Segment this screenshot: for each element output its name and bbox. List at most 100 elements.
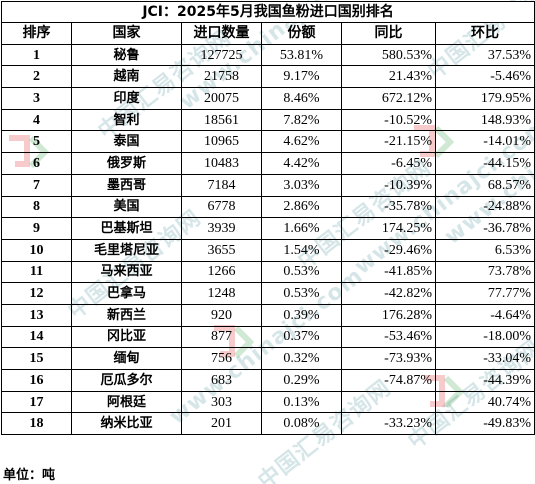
quantity-cell: 21758	[181, 65, 262, 89]
country-cell: 秘鲁	[71, 43, 182, 67]
mom-cell: -36.78%	[434, 217, 535, 240]
quantity-cell: 3655	[181, 238, 262, 262]
rank-cell: 11	[1, 260, 72, 284]
table-row: 18 纳米比亚 201 0.08% -33.23% -49.83%	[1, 412, 535, 436]
mom-cell: -14.01%	[434, 130, 535, 154]
quantity-cell: 877	[181, 325, 262, 349]
quantity-cell: 127725	[181, 43, 262, 67]
rank-cell: 2	[1, 65, 72, 89]
table-row: 14 冈比亚 877 0.37% -53.46% -18.00%	[1, 325, 535, 349]
mom-cell: 40.74%	[434, 390, 535, 414]
rank-cell: 3	[1, 87, 72, 110]
share-cell: 0.39%	[261, 303, 342, 327]
header-mom: 环比	[434, 22, 535, 45]
rank-cell: 17	[1, 390, 72, 414]
country-cell: 墨西哥	[71, 173, 182, 197]
table-row: 15 缅甸 756 0.32% -73.93% -33.04%	[1, 347, 535, 370]
mom-cell: -5.46%	[434, 65, 535, 89]
header-share: 份额	[261, 22, 342, 45]
rank-cell: 5	[1, 130, 72, 154]
rank-cell: 15	[1, 347, 72, 370]
share-cell: 0.32%	[261, 347, 342, 370]
country-cell: 冈比亚	[71, 325, 182, 349]
share-cell: 3.03%	[261, 173, 342, 197]
mom-cell: 68.57%	[434, 173, 535, 197]
table-row: 10 毛里塔尼亚 3655 1.54% -29.46% 6.53%	[1, 238, 535, 262]
yoy-cell: 174.25%	[341, 217, 436, 240]
mom-cell: -49.83%	[434, 412, 535, 436]
mom-cell: -4.64%	[434, 303, 535, 327]
yoy-cell: -21.15%	[341, 130, 436, 154]
quantity-cell: 303	[181, 390, 262, 414]
rank-cell: 8	[1, 195, 72, 219]
share-cell: 7.82%	[261, 108, 342, 132]
share-cell: 0.53%	[261, 282, 342, 305]
share-cell: 4.62%	[261, 130, 342, 154]
country-cell: 毛里塔尼亚	[71, 238, 182, 262]
yoy-cell: 176.28%	[341, 303, 436, 327]
share-cell: 0.29%	[261, 369, 342, 392]
quantity-cell: 20075	[181, 87, 262, 110]
table-row: 3 印度 20075 8.46% 672.12% 179.95%	[1, 87, 535, 110]
table-row: 7 墨西哥 7184 3.03% -10.39% 68.57%	[1, 173, 535, 197]
country-cell: 泰国	[71, 130, 182, 154]
table-row: 17 阿根廷 303 0.13% 40.74%	[1, 390, 535, 414]
share-cell: 53.81%	[261, 43, 342, 67]
share-cell: 0.13%	[261, 390, 342, 414]
country-cell: 厄瓜多尔	[71, 369, 182, 392]
rank-cell: 1	[1, 43, 72, 67]
rank-cell: 12	[1, 282, 72, 305]
country-cell: 巴基斯坦	[71, 217, 182, 240]
table-row: 9 巴基斯坦 3939 1.66% 174.25% -36.78%	[1, 217, 535, 240]
table-body: 1 秘鲁 127725 53.81% 580.53% 37.53% 2 越南 21758 9.17…	[1, 43, 535, 436]
yoy-cell: -10.52%	[341, 108, 436, 132]
header-country: 国家	[71, 22, 182, 45]
unit-label: 单位：吨	[3, 468, 56, 483]
table-row: 1 秘鲁 127725 53.81% 580.53% 37.53%	[1, 43, 535, 67]
table-row: 11 马来西亚 1266 0.53% -41.85% 73.78%	[1, 260, 535, 284]
yoy-cell: -29.46%	[341, 238, 436, 262]
quantity-cell: 1266	[181, 260, 262, 284]
quantity-cell: 10965	[181, 130, 262, 154]
rank-cell: 7	[1, 173, 72, 197]
share-cell: 8.46%	[261, 87, 342, 110]
rank-cell: 6	[1, 152, 72, 175]
rank-cell: 16	[1, 369, 72, 392]
header-rank: 排序	[1, 22, 72, 45]
yoy-cell: -42.82%	[341, 282, 436, 305]
country-cell: 缅甸	[71, 347, 182, 370]
share-cell: 0.37%	[261, 325, 342, 349]
yoy-cell	[341, 390, 436, 414]
table-title: JCI：2025年5月我国鱼粉进口国别排名	[0, 1, 535, 23]
quantity-cell: 683	[181, 369, 262, 392]
yoy-cell: 672.12%	[341, 87, 436, 110]
quantity-cell: 18561	[181, 108, 262, 132]
country-cell: 印度	[71, 87, 182, 110]
table-row: 4 智利 18561 7.82% -10.52% 148.93%	[1, 108, 535, 132]
country-cell: 越南	[71, 65, 182, 89]
table-row: 8 美国 6778 2.86% -35.78% -24.88%	[1, 195, 535, 219]
mom-cell: -44.39%	[434, 369, 535, 392]
rank-cell: 4	[1, 108, 72, 132]
quantity-cell: 3939	[181, 217, 262, 240]
quantity-cell: 1248	[181, 282, 262, 305]
yoy-cell: 580.53%	[341, 43, 436, 67]
quantity-cell: 6778	[181, 195, 262, 219]
country-cell: 马来西亚	[71, 260, 182, 284]
yoy-cell: -41.85%	[341, 260, 436, 284]
yoy-cell: -33.23%	[341, 412, 436, 436]
mom-cell: -18.00%	[434, 325, 535, 349]
quantity-cell: 201	[181, 412, 262, 436]
table-row: 13 新西兰 920 0.39% 176.28% -4.64%	[1, 303, 535, 327]
mom-cell: 148.93%	[434, 108, 535, 132]
share-cell: 9.17%	[261, 65, 342, 89]
rank-cell: 13	[1, 303, 72, 327]
table-row: 16 厄瓜多尔 683 0.29% -74.87% -44.39%	[1, 369, 535, 392]
country-cell: 纳米比亚	[71, 412, 182, 436]
mom-cell: 73.78%	[434, 260, 535, 284]
quantity-cell: 10483	[181, 152, 262, 175]
rank-cell: 14	[1, 325, 72, 349]
share-cell: 0.08%	[261, 412, 342, 436]
mom-cell: 6.53%	[434, 238, 535, 262]
header-yoy: 同比	[341, 22, 436, 45]
